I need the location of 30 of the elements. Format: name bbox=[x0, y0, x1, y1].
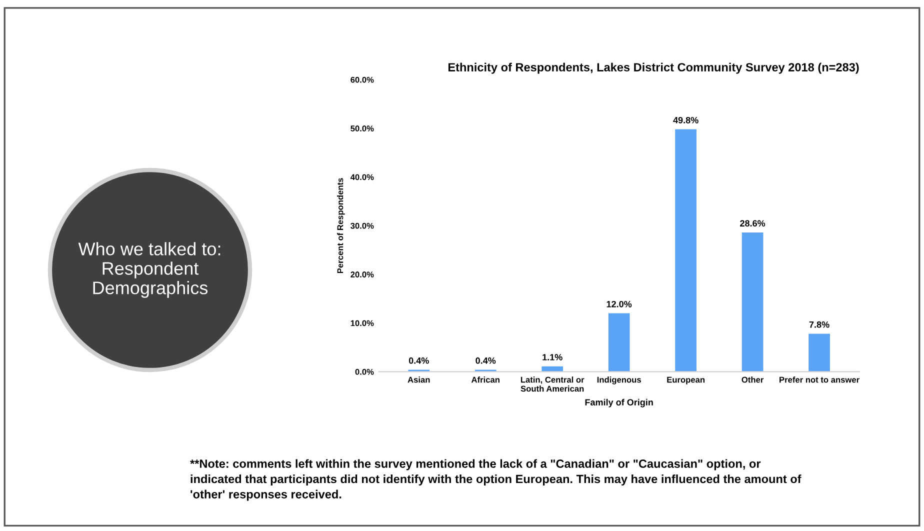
y-tick-label: 60.0% bbox=[350, 76, 374, 83]
data-label: 0.4% bbox=[408, 357, 429, 364]
data-label: 49.8% bbox=[673, 116, 698, 124]
x-tick-label: Prefer not to answer bbox=[780, 376, 860, 383]
y-tick-label: 0.0% bbox=[355, 368, 374, 375]
data-label: 28.6% bbox=[740, 220, 766, 227]
x-axis-title: Family of Origin bbox=[585, 398, 653, 408]
data-label: 7.8% bbox=[809, 321, 830, 328]
x-tick-label: Latin, Central or South American bbox=[520, 376, 584, 392]
data-label: 0.4% bbox=[476, 357, 496, 364]
y-tick-label: 50.0% bbox=[350, 126, 374, 132]
x-tick-label: Other bbox=[742, 376, 764, 383]
x-tick-label: Asian bbox=[408, 376, 430, 383]
data-label: 12.0% bbox=[606, 300, 632, 308]
bar bbox=[608, 313, 630, 372]
y-tick-label: 10.0% bbox=[350, 320, 374, 326]
x-tick-label: African bbox=[471, 376, 500, 383]
chart-title: Ethnicity of Respondents, Lakes District Community Survey 2018 (n=283) bbox=[448, 62, 859, 74]
x-tick-label: European bbox=[667, 376, 705, 384]
bar bbox=[742, 232, 764, 372]
bar bbox=[808, 334, 830, 372]
y-tick-label: 20.0% bbox=[350, 272, 374, 278]
data-label: 1.1% bbox=[542, 354, 562, 360]
y-tick-label: 40.0% bbox=[350, 174, 374, 180]
bar bbox=[675, 129, 696, 372]
y-axis-title: Percent of Respondents bbox=[337, 178, 345, 274]
text: **Note: comments left within the survey mentioned the lack of a "Canadian" or "Caucasian" option, or indicated that participants did not identify with the option European. This may have influenced the amount of 'other' responses received. bbox=[190, 459, 802, 501]
text: Who we talked to: Respondent Demographics bbox=[78, 242, 220, 298]
y-tick-label: 30.0% bbox=[350, 222, 374, 229]
x-tick-label: Indigenous bbox=[597, 376, 641, 384]
